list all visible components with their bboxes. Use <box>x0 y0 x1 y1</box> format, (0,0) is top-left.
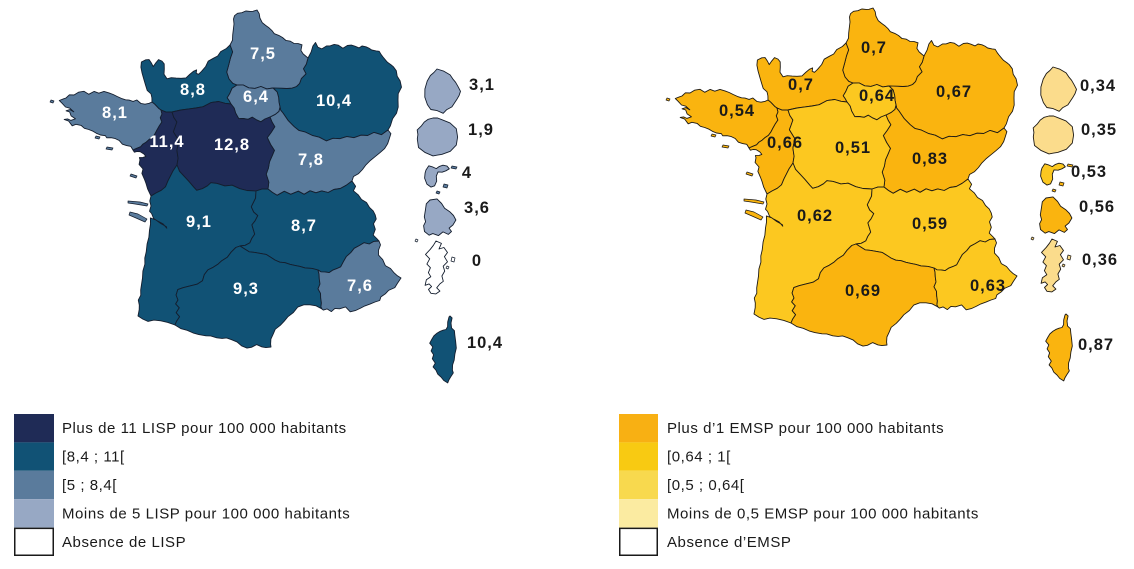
svg-text:Moins de 0,5 EMSP pour 100 000: Moins de 0,5 EMSP pour 100 000 habitants <box>667 505 979 522</box>
svg-text:0,51: 0,51 <box>835 139 871 157</box>
svg-text:10,4: 10,4 <box>467 334 503 352</box>
svg-text:0,87: 0,87 <box>1078 336 1114 354</box>
svg-text:3,1: 3,1 <box>469 76 495 94</box>
svg-text:0,56: 0,56 <box>1079 198 1115 216</box>
svg-text:0,35: 0,35 <box>1081 121 1117 139</box>
svg-text:8,8: 8,8 <box>180 81 206 99</box>
svg-text:11,4: 11,4 <box>149 133 184 151</box>
svg-text:0,36: 0,36 <box>1082 251 1118 269</box>
svg-text:0,7: 0,7 <box>788 76 814 94</box>
svg-text:0,59: 0,59 <box>912 215 948 233</box>
svg-text:1,9: 1,9 <box>468 121 494 139</box>
svg-text:6,4: 6,4 <box>243 88 269 106</box>
svg-text:0,54: 0,54 <box>719 102 755 120</box>
svg-text:0,66: 0,66 <box>767 134 803 152</box>
svg-text:[8,4 ; 11[: [8,4 ; 11[ <box>62 449 125 466</box>
svg-text:9,3: 9,3 <box>233 280 259 298</box>
svg-text:[0,5 ; 0,64[: [0,5 ; 0,64[ <box>667 477 745 494</box>
svg-text:7,5: 7,5 <box>250 45 276 63</box>
svg-text:0,34: 0,34 <box>1080 77 1116 95</box>
svg-text:9,1: 9,1 <box>186 213 212 231</box>
svg-text:0,64: 0,64 <box>859 87 895 105</box>
svg-text:8,7: 8,7 <box>291 217 317 235</box>
svg-text:4: 4 <box>462 164 472 182</box>
svg-text:0,53: 0,53 <box>1071 163 1107 181</box>
svg-text:Plus de 11 LISP pour 100 000 h: Plus de 11 LISP pour 100 000 habitants <box>62 420 347 437</box>
svg-text:Moins de 5 LISP pour 100 000 h: Moins de 5 LISP pour 100 000 habitants <box>62 505 350 522</box>
svg-text:0,63: 0,63 <box>970 277 1006 295</box>
svg-text:Absence d’EMSP: Absence d’EMSP <box>667 534 791 551</box>
svg-text:[0,64 ; 1[: [0,64 ; 1[ <box>667 449 731 466</box>
svg-text:0: 0 <box>472 252 482 270</box>
svg-text:0,69: 0,69 <box>845 282 881 300</box>
svg-text:3,6: 3,6 <box>464 199 490 217</box>
svg-text:0,62: 0,62 <box>797 207 833 225</box>
svg-text:8,1: 8,1 <box>102 104 128 122</box>
svg-text:7,8: 7,8 <box>298 151 324 169</box>
svg-text:12,8: 12,8 <box>214 136 250 154</box>
svg-text:0,83: 0,83 <box>912 150 948 168</box>
svg-text:Absence de LISP: Absence de LISP <box>62 534 186 551</box>
svg-text:[5 ; 8,4[: [5 ; 8,4[ <box>62 477 117 494</box>
svg-text:7,6: 7,6 <box>347 277 373 295</box>
svg-text:0,67: 0,67 <box>936 83 972 101</box>
svg-text:0,7: 0,7 <box>861 39 887 57</box>
svg-text:Plus d’1 EMSP pour 100 000 hab: Plus d’1 EMSP pour 100 000 habitants <box>667 420 944 437</box>
svg-text:10,4: 10,4 <box>316 92 352 110</box>
